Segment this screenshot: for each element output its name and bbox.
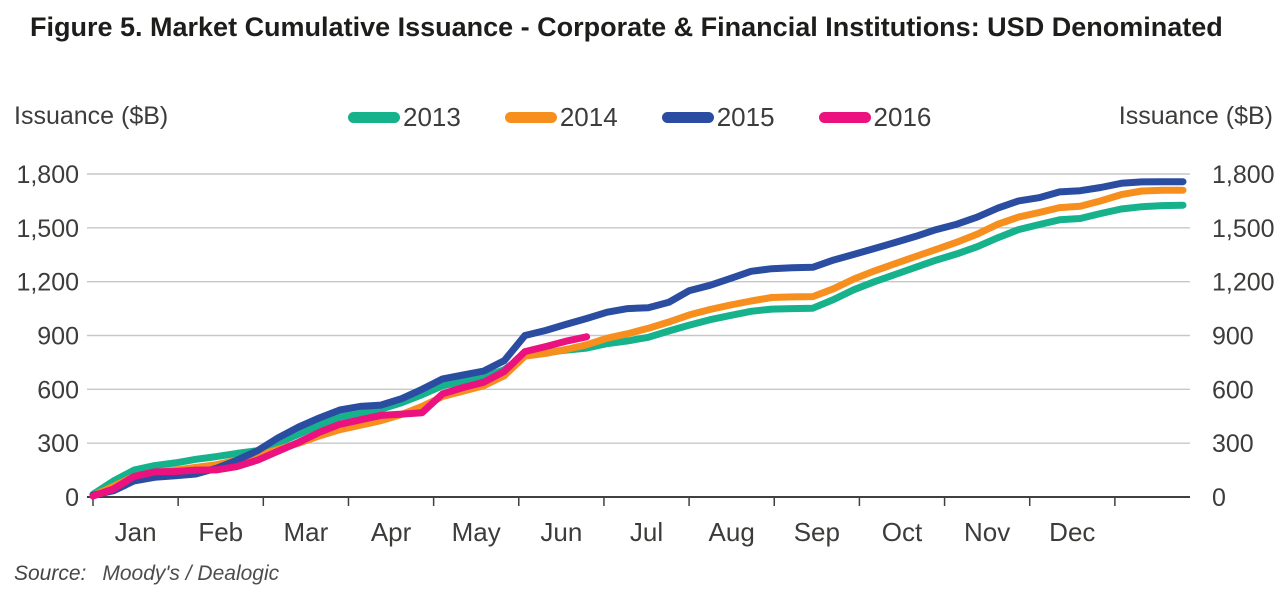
y-tick-label-left: 1,500 [16, 215, 79, 243]
y-tick-label-right: 1,200 [1212, 269, 1275, 297]
y-axis-caption-right: Issuance ($B) [1118, 102, 1273, 130]
legend-label-2016: 2016 [873, 102, 932, 132]
y-tick-label-left: 1,800 [16, 161, 79, 189]
series-line-2016 [89, 333, 591, 500]
y-tick-label-right: 900 [1212, 323, 1254, 351]
chart-title: Figure 5. Market Cumulative Issuance - C… [30, 12, 1223, 42]
y-tick-label-right: 0 [1212, 484, 1226, 512]
legend-swatch-2013 [348, 111, 400, 123]
y-tick-label-left: 1,200 [16, 269, 79, 297]
source-label: Source: [14, 562, 87, 585]
x-tick-label: Jan [115, 517, 157, 547]
legend-label-2014: 2014 [559, 102, 618, 132]
y-tick-label-left: 0 [65, 484, 79, 512]
y-tick-label-right: 1,800 [1212, 161, 1275, 189]
source-value: Moody's / Dealogic [102, 562, 280, 585]
x-tick-label: Jul [630, 517, 663, 547]
x-tick-label: Dec [1049, 517, 1095, 547]
y-tick-label-left: 900 [37, 323, 79, 351]
y-tick-label-right: 300 [1212, 430, 1254, 458]
legend-item-2016: 2016 [818, 102, 932, 132]
legend-swatch-2014 [504, 111, 557, 123]
series-line-2015 [89, 178, 1187, 499]
legend-item-2015: 2015 [661, 102, 775, 132]
legend-label-2015: 2015 [716, 102, 775, 132]
legend-label-2013: 2013 [403, 102, 461, 132]
y-tick-label-left: 600 [37, 376, 79, 404]
legend-swatch-2015 [661, 111, 714, 123]
y-tick-label-right: 1,500 [1212, 215, 1275, 243]
x-tick-label: Mar [284, 517, 329, 547]
x-tick-label: Sep [794, 517, 840, 547]
chart-legend: 2013 2014 2015 2016 [348, 104, 931, 130]
y-tick-label-left: 300 [37, 430, 79, 458]
x-tick-label: Jun [540, 517, 582, 547]
y-tick-label-right: 600 [1212, 376, 1254, 404]
x-tick-label: Aug [709, 517, 755, 547]
legend-item-2013: 2013 [348, 104, 461, 130]
y-axis-caption-left: Issuance ($B) [14, 102, 169, 130]
legend-item-2014: 2014 [504, 102, 618, 132]
x-tick-label: May [452, 517, 501, 547]
x-tick-label: Oct [882, 517, 923, 547]
x-tick-label: Apr [371, 517, 412, 547]
legend-swatch-2016 [818, 111, 871, 123]
source-line: Source: Moody's / Dealogic [14, 562, 279, 586]
series-line-2013 [89, 201, 1187, 498]
x-tick-label: Nov [964, 517, 1010, 547]
x-tick-label: Feb [198, 517, 243, 547]
